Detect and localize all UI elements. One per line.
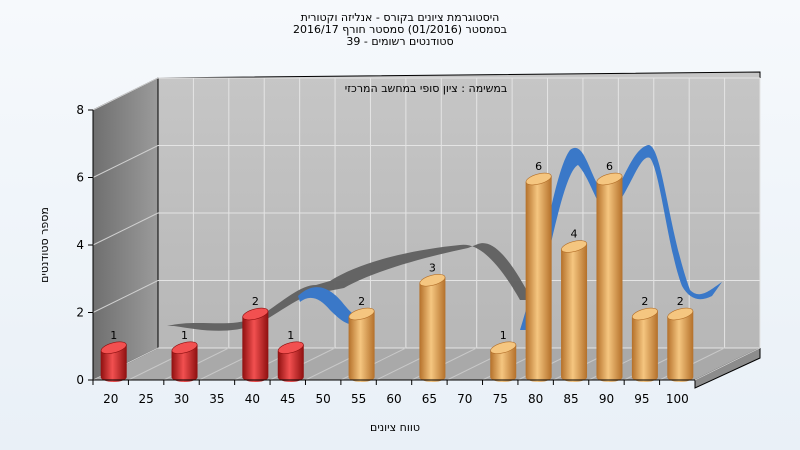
histogram-bar <box>419 277 446 382</box>
x-tick-label: 40 <box>245 392 260 406</box>
histogram-bar-top <box>490 341 517 354</box>
histogram-bar-top <box>171 341 198 354</box>
histogram-bar-top <box>631 307 658 321</box>
bar-value-label: 1 <box>287 329 294 342</box>
chart-title-line-2: בסמסטר (01/2016) סמסטר חורף 2016/17 <box>293 23 507 36</box>
x-tick-label: 35 <box>209 392 224 406</box>
histogram-bar <box>561 243 588 382</box>
histogram-bar-top <box>348 307 375 321</box>
histogram-bar-top <box>596 172 623 186</box>
bar-value-label: 3 <box>429 261 436 274</box>
bar-value-label: 6 <box>535 160 542 173</box>
bar-value-label: 1 <box>110 329 117 342</box>
x-tick-label: 25 <box>138 392 153 406</box>
y-tick-label: 2 <box>76 306 84 320</box>
x-tick-label: 45 <box>280 392 295 406</box>
y-tick-label: 6 <box>76 171 84 185</box>
y-tick-label: 8 <box>76 103 84 117</box>
histogram-bar-top <box>667 307 694 321</box>
histogram-bar-top <box>561 240 587 253</box>
curve-ribbon-gray <box>167 243 532 331</box>
grid-line-side <box>92 145 159 178</box>
histogram-bar <box>242 311 269 382</box>
histogram-bar <box>171 344 198 382</box>
x-tick-label: 85 <box>563 392 578 406</box>
x-tick-label: 55 <box>351 392 366 406</box>
grid-line-floor <box>694 347 761 381</box>
histogram-bar <box>348 311 375 382</box>
bar-value-label: 2 <box>641 295 648 308</box>
histogram-bar-top <box>525 172 552 186</box>
bar-value-label: 1 <box>181 329 188 342</box>
x-tick-label: 70 <box>457 392 472 406</box>
curve-ribbon-blue <box>298 287 362 325</box>
bar-value-label: 2 <box>677 295 684 308</box>
bar-value-label: 1 <box>500 329 507 342</box>
grid-line-side <box>92 77 159 111</box>
y-axis-label: מספר סטודנטים <box>38 207 51 283</box>
x-tick-label: 65 <box>422 392 437 406</box>
back-wall <box>157 71 761 349</box>
y-tick-label: 4 <box>76 238 84 252</box>
histogram-bar <box>631 311 658 382</box>
x-tick-label: 95 <box>634 392 649 406</box>
bar-value-label: 2 <box>358 295 365 308</box>
histogram-bar-top <box>419 274 446 287</box>
x-axis-label: טווח ציונים <box>370 421 420 434</box>
grid-line-side <box>92 212 159 246</box>
histogram-bar <box>277 344 304 382</box>
histogram-bar <box>596 176 623 382</box>
histogram-bar <box>490 344 517 382</box>
bar-value-label: 4 <box>571 228 578 241</box>
histogram-bar-top <box>242 307 269 321</box>
chart-title-line-3: סטודנטים רשומים - 39 <box>346 35 454 48</box>
x-tick-label: 20 <box>103 392 118 406</box>
x-tick-label: 100 <box>666 392 689 406</box>
histogram-bar <box>100 344 127 382</box>
histogram-bar <box>667 311 694 382</box>
chart-title-line-1: היסטוגרמת ציונים בקורס - אנליזה וקטורית <box>300 11 500 24</box>
chart-annotation: במשימה : ציון סופי במחשב המרכזי <box>345 82 508 95</box>
x-tick-label: 30 <box>174 392 189 406</box>
histogram-bar <box>525 176 552 382</box>
x-tick-label: 60 <box>386 392 401 406</box>
bar-value-label: 6 <box>606 160 613 173</box>
bar-value-label: 2 <box>252 295 259 308</box>
y-tick-label: 0 <box>76 373 84 387</box>
histogram-bar-top <box>277 341 304 354</box>
histogram-bar-top <box>100 341 127 354</box>
x-tick-label: 75 <box>493 392 508 406</box>
x-tick-label: 80 <box>528 392 543 406</box>
x-tick-label: 50 <box>316 392 331 406</box>
x-tick-label: 90 <box>599 392 614 406</box>
grid-line-side <box>92 280 159 313</box>
